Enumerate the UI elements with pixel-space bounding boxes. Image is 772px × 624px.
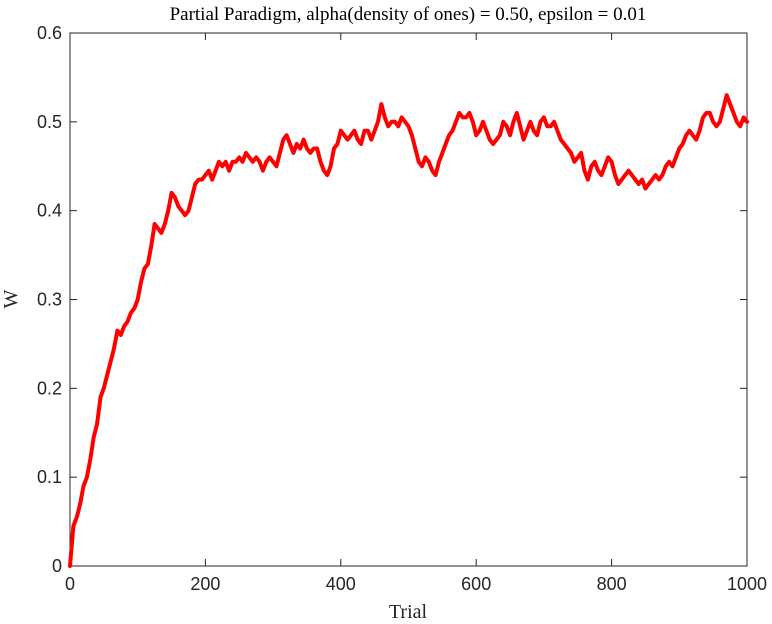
series-line-w [68, 93, 749, 568]
y-axis-label: W [0, 289, 22, 308]
y-tick-label: 0.3 [37, 290, 62, 310]
x-tick-label: 0 [65, 574, 75, 594]
x-tick-label: 1000 [727, 574, 767, 594]
chart-title: Partial Paradigm, alpha(density of ones)… [170, 4, 647, 25]
y-tick-label: 0.2 [37, 378, 62, 398]
x-tick-label: 200 [190, 574, 220, 594]
x-tick-label: 800 [597, 574, 627, 594]
axis-ticks [69, 32, 748, 567]
y-tick-label: 0.6 [37, 23, 62, 43]
y-tick-label: 0.5 [37, 112, 62, 132]
x-tick-label: 400 [326, 574, 356, 594]
x-axis-label: Trial [389, 601, 428, 623]
y-tick-label: 0.4 [37, 201, 62, 221]
y-tick-label: 0.1 [37, 467, 62, 487]
plot-area [69, 32, 748, 567]
x-tick-label: 600 [461, 574, 491, 594]
axis-tick-labels: 0 200 400 600 800 1000 0 0.1 0.2 0.3 0.4 0.5 0.6 [37, 23, 767, 594]
y-tick-label: 0 [52, 556, 62, 576]
